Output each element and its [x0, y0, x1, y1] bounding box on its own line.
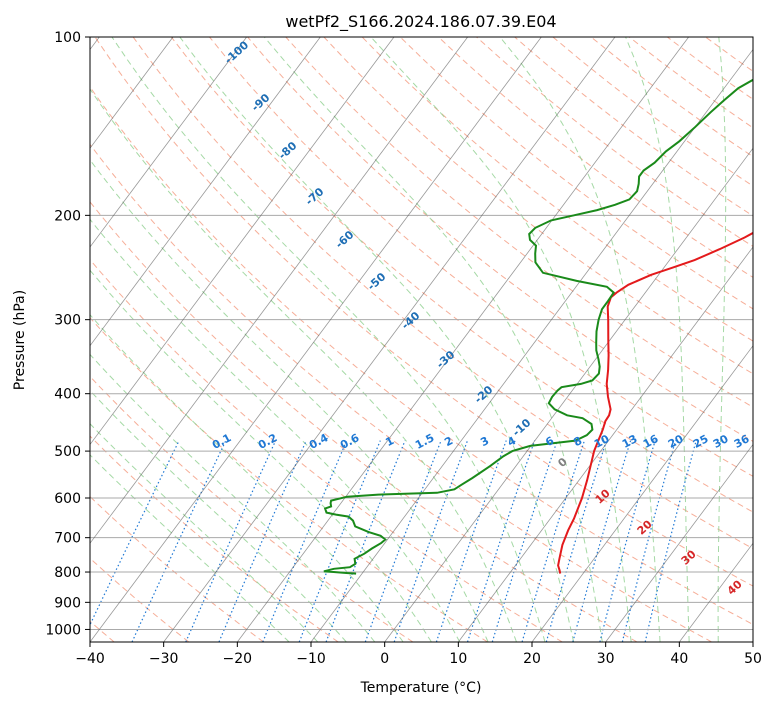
mixing-ratio-line	[545, 440, 608, 642]
dry-adiabat	[90, 258, 563, 642]
mixing-ratio-line	[185, 440, 277, 642]
background-lines	[90, 37, 753, 642]
mixing-ratio-label: 30	[711, 432, 731, 451]
dry-adiabat	[361, 37, 753, 342]
dry-adiabat	[209, 37, 753, 477]
isotherm	[310, 48, 753, 642]
isotherm	[384, 147, 753, 642]
moist-adiabat	[90, 218, 461, 642]
moist-adiabat	[717, 37, 727, 642]
moist-adiabat	[263, 37, 603, 642]
y-tick-label: 800	[54, 565, 81, 581]
moist-adiabat	[625, 37, 690, 642]
isotherm	[90, 37, 395, 446]
moist-adiabat	[179, 37, 575, 642]
profile-lines	[323, 78, 753, 575]
x-tick-label: 10	[449, 651, 467, 667]
dry-adiabat	[90, 86, 753, 626]
dry-adiabat	[399, 37, 753, 310]
dry-adiabat	[90, 143, 712, 642]
isotherm	[531, 345, 753, 642]
mixing-ratio-line	[262, 440, 348, 642]
y-tick-label: 300	[54, 313, 81, 329]
x-tick-label: 30	[597, 651, 615, 667]
isotherm	[237, 37, 689, 642]
mixing-ratio-line	[491, 440, 558, 642]
moist-adiabat	[90, 88, 517, 642]
mixing-ratio-line	[621, 440, 677, 642]
moist-adiabat	[90, 159, 489, 642]
isotherm	[458, 246, 753, 642]
x-tick-label: −10	[296, 651, 326, 667]
y-tick-label: 600	[54, 491, 81, 507]
x-tick-label: −40	[75, 651, 105, 667]
y-tick-label: 500	[54, 444, 81, 460]
temperature-profile	[557, 231, 753, 574]
x-tick-label: 40	[670, 651, 688, 667]
mixing-ratio-label: 16	[641, 432, 661, 451]
mixing-ratio-line	[599, 440, 656, 642]
x-tick-label: 0	[380, 651, 389, 667]
x-tick-label: 50	[744, 651, 762, 667]
dry-adiabat	[94, 37, 753, 587]
mixing-ratio-line	[218, 440, 307, 642]
isotherm	[90, 37, 468, 544]
moist-adiabat	[90, 389, 347, 642]
moist-adiabat	[90, 314, 404, 642]
y-tick-label: 1000	[45, 622, 81, 638]
y-tick-label: 400	[54, 387, 81, 403]
y-axis-label: Pressure (hPa)	[12, 290, 28, 390]
dry-adiabat	[90, 201, 638, 642]
moist-adiabat	[111, 37, 546, 642]
y-tick-label: 900	[54, 595, 81, 611]
mixing-ratio-label: 20	[666, 432, 686, 451]
isotherm	[163, 37, 616, 642]
moist-adiabat	[370, 37, 632, 642]
x-tick-label: −20	[223, 651, 253, 667]
mixing-ratio-label: 36	[732, 432, 752, 451]
y-tick-label: 700	[54, 531, 81, 547]
mixing-ratio-line	[393, 440, 469, 642]
moist-adiabat	[90, 423, 319, 642]
x-tick-label: −30	[149, 651, 179, 667]
moist-adiabat	[90, 454, 290, 642]
isotherm	[605, 443, 753, 642]
dry-adiabat	[170, 37, 753, 513]
y-axis: 1000 900 800 700 600 500 400 300 200 100	[45, 30, 90, 638]
dry-adiabat	[90, 375, 414, 642]
mixing-ratio-line	[521, 440, 585, 642]
isotherm	[90, 37, 174, 149]
mixing-ratio-line	[364, 440, 442, 642]
moist-adiabat	[90, 353, 376, 642]
isotherm	[90, 37, 542, 642]
mixing-ratio-line	[644, 440, 697, 642]
isotherm	[90, 37, 321, 347]
grid-lines	[90, 37, 753, 642]
x-axis-label: Temperature (°C)	[360, 680, 482, 696]
dewpoint-profile	[323, 78, 753, 575]
mixing-ratio-line	[572, 440, 632, 642]
mixing-ratio-label: 25	[691, 432, 711, 451]
moist-adiabat	[499, 37, 661, 642]
plot-frame	[89, 36, 754, 643]
y-tick-label: 200	[54, 208, 81, 224]
chart-title: wetPf2_S166.2024.186.07.39.E04	[285, 12, 556, 32]
moist-adiabat	[90, 269, 432, 642]
x-axis: −40 −30 −20 −10 0 10 20 30 40 50	[75, 642, 762, 667]
mixing-ratio-label: 13	[620, 432, 640, 451]
isotherm	[90, 37, 247, 248]
mixing-ratio-label: 10	[592, 432, 612, 451]
y-tick-label: 100	[54, 30, 81, 46]
x-tick-label: 20	[523, 651, 541, 667]
